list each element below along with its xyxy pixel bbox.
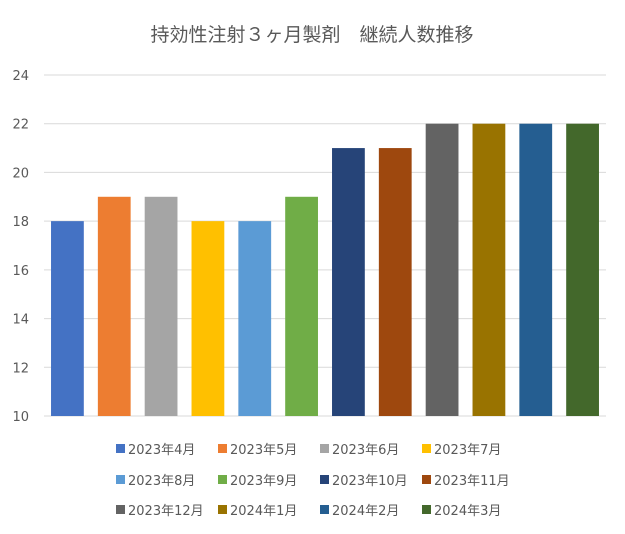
- bar: [191, 221, 225, 416]
- legend-label: 2024年1月: [230, 504, 297, 519]
- legend-swatch: [422, 475, 431, 484]
- legend-item: 2023年5月: [218, 443, 297, 458]
- legend-swatch: [218, 505, 227, 514]
- bar: [97, 196, 131, 416]
- bar: [566, 123, 599, 416]
- y-tick-label: 16: [12, 264, 29, 279]
- y-tick-label: 20: [12, 166, 29, 181]
- bar: [144, 196, 178, 416]
- y-tick-label: 12: [12, 361, 29, 376]
- chart-title: 持効性注射３ヶ月製剤 継続人数推移: [150, 24, 473, 46]
- legend: 2023年4月 2023年5月 2023年6月 2023年7月 2023年8月 2023年…: [116, 443, 510, 519]
- y-tick-label: 14: [12, 313, 29, 328]
- legend-swatch: [320, 505, 329, 514]
- legend-label: 2023年12月: [128, 504, 204, 519]
- legend-item: 2023年10月: [320, 474, 408, 489]
- legend-item: 2023年9月: [218, 474, 297, 489]
- legend-item: 2023年11月: [422, 474, 510, 489]
- y-axis-ticks: 10 12 14 16 18 20 22 24: [12, 69, 29, 425]
- legend-label: 2023年9月: [230, 474, 297, 489]
- bar: [332, 148, 365, 417]
- bar: [425, 123, 459, 416]
- bars: [51, 123, 599, 417]
- legend-label: 2023年7月: [434, 443, 501, 458]
- legend-label: 2024年2月: [332, 504, 399, 519]
- legend-item: 2023年4月: [116, 443, 195, 458]
- y-tick-label: 18: [12, 215, 29, 230]
- bar: [51, 221, 84, 416]
- legend-label: 2023年5月: [230, 443, 297, 458]
- legend-swatch: [422, 444, 431, 453]
- legend-label: 2023年4月: [128, 443, 195, 458]
- y-tick-label: 24: [12, 69, 29, 84]
- legend-item: 2023年12月: [116, 504, 204, 519]
- legend-swatch: [116, 505, 125, 514]
- bar: [285, 196, 318, 416]
- legend-swatch: [320, 475, 329, 484]
- legend-label: 2023年11月: [434, 474, 510, 489]
- legend-swatch: [320, 444, 329, 453]
- legend-item: 2024年1月: [218, 504, 297, 519]
- legend-item: 2024年3月: [422, 504, 501, 519]
- bar: [519, 123, 553, 416]
- bar: [378, 148, 412, 417]
- legend-swatch: [116, 475, 125, 484]
- legend-label: 2023年10月: [332, 474, 408, 489]
- y-tick-label: 10: [12, 410, 29, 425]
- legend-swatch: [218, 475, 227, 484]
- legend-item: 2023年8月: [116, 474, 195, 489]
- legend-label: 2024年3月: [434, 504, 501, 519]
- legend-swatch: [218, 444, 227, 453]
- legend-item: 2024年2月: [320, 504, 399, 519]
- legend-label: 2023年8月: [128, 474, 195, 489]
- bar: [238, 221, 272, 416]
- y-tick-label: 22: [12, 118, 29, 133]
- bar: [472, 123, 506, 416]
- legend-item: 2023年6月: [320, 443, 399, 458]
- legend-swatch: [422, 505, 431, 514]
- legend-item: 2023年7月: [422, 443, 501, 458]
- legend-swatch: [116, 444, 125, 453]
- gridlines: [44, 74, 606, 417]
- legend-label: 2023年6月: [332, 443, 399, 458]
